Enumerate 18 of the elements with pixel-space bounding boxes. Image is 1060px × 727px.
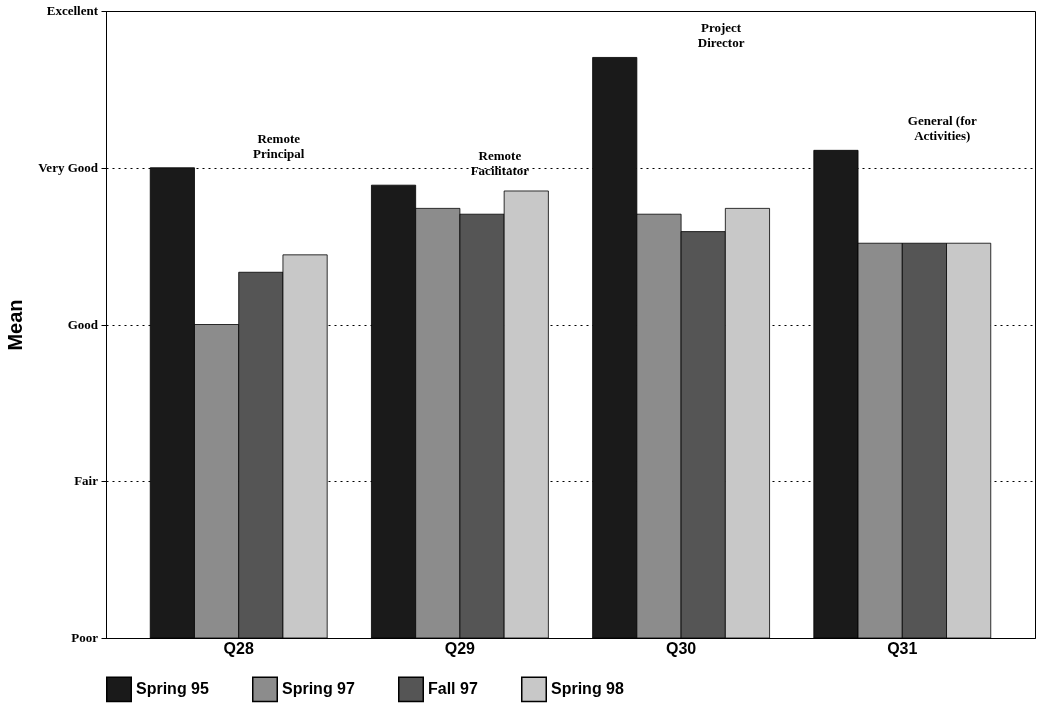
x-tick-label: Q30 — [665, 639, 697, 657]
legend-label: Spring 97 — [282, 680, 356, 698]
text: Poor — [71, 630, 99, 645]
annotation: Remote Principal — [253, 130, 305, 161]
text: Fair — [74, 473, 99, 489]
x-tick-label: Q28 — [223, 639, 254, 657]
annotation: General (for Activities) — [907, 113, 977, 144]
text: Good — [67, 316, 99, 332]
legend-label: Spring 98 — [551, 680, 625, 698]
annotation: Remote Facilitator — [470, 148, 530, 179]
y-axis-title: Mean — [4, 299, 26, 351]
legend-label: Fall 97 — [428, 680, 478, 698]
text: Excellent — [46, 3, 99, 18]
text: Project Director — [697, 20, 745, 51]
x-tick-label: Q31 — [887, 639, 918, 657]
x-tick-label: Q29 — [444, 639, 476, 657]
legend-label: Spring 95 — [136, 680, 210, 698]
text: Very Good — [38, 159, 99, 175]
